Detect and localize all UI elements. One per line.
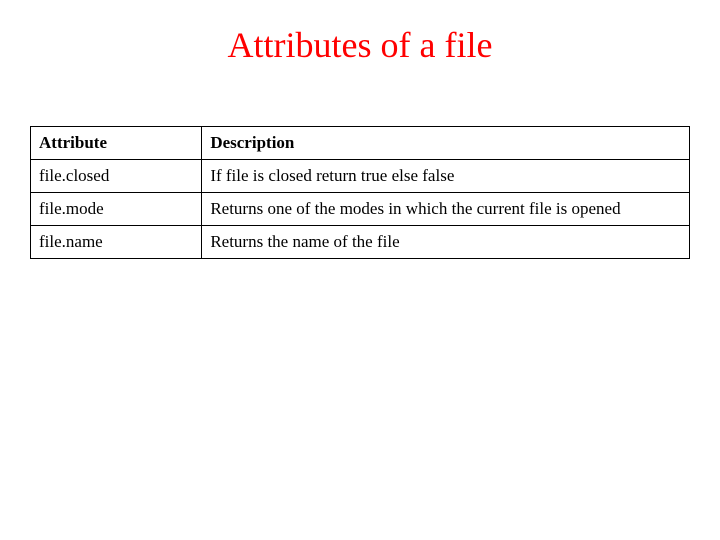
- page-title: Attributes of a file: [0, 24, 720, 66]
- table-header-row: Attribute Description: [31, 127, 690, 160]
- attr-cell: file.mode: [31, 193, 202, 226]
- attributes-table: Attribute Description file.closed If fil…: [30, 126, 690, 259]
- column-header-description: Description: [202, 127, 690, 160]
- table-row: file.closed If file is closed return tru…: [31, 160, 690, 193]
- desc-cell: Returns one of the modes in which the cu…: [202, 193, 690, 226]
- desc-cell: If file is closed return true else false: [202, 160, 690, 193]
- table-container: Attribute Description file.closed If fil…: [0, 126, 720, 259]
- desc-cell: Returns the name of the file: [202, 226, 690, 259]
- table-row: file.name Returns the name of the file: [31, 226, 690, 259]
- attr-cell: file.name: [31, 226, 202, 259]
- column-header-attribute: Attribute: [31, 127, 202, 160]
- table-row: file.mode Returns one of the modes in wh…: [31, 193, 690, 226]
- attr-cell: file.closed: [31, 160, 202, 193]
